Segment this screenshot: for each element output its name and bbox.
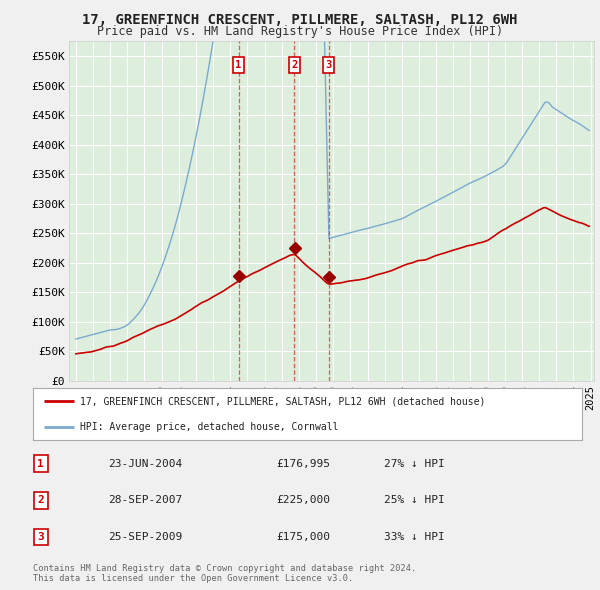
Text: £176,995: £176,995: [276, 459, 330, 468]
Text: 3: 3: [37, 532, 44, 542]
Text: 1: 1: [235, 60, 242, 70]
Text: 27% ↓ HPI: 27% ↓ HPI: [384, 459, 445, 468]
Text: 3: 3: [325, 60, 332, 70]
Text: 17, GREENFINCH CRESCENT, PILLMERE, SALTASH, PL12 6WH: 17, GREENFINCH CRESCENT, PILLMERE, SALTA…: [82, 13, 518, 27]
Text: 1: 1: [37, 459, 44, 468]
Text: 28-SEP-2007: 28-SEP-2007: [108, 496, 182, 505]
Text: 25% ↓ HPI: 25% ↓ HPI: [384, 496, 445, 505]
Text: 17, GREENFINCH CRESCENT, PILLMERE, SALTASH, PL12 6WH (detached house): 17, GREENFINCH CRESCENT, PILLMERE, SALTA…: [80, 396, 485, 406]
Text: 33% ↓ HPI: 33% ↓ HPI: [384, 532, 445, 542]
Text: Contains HM Land Registry data © Crown copyright and database right 2024.
This d: Contains HM Land Registry data © Crown c…: [33, 563, 416, 583]
Text: 23-JUN-2004: 23-JUN-2004: [108, 459, 182, 468]
Text: HPI: Average price, detached house, Cornwall: HPI: Average price, detached house, Corn…: [80, 422, 338, 431]
Text: £175,000: £175,000: [276, 532, 330, 542]
Text: £225,000: £225,000: [276, 496, 330, 505]
Text: 25-SEP-2009: 25-SEP-2009: [108, 532, 182, 542]
Text: Price paid vs. HM Land Registry's House Price Index (HPI): Price paid vs. HM Land Registry's House …: [97, 25, 503, 38]
Text: 2: 2: [37, 496, 44, 505]
Text: 2: 2: [292, 60, 298, 70]
